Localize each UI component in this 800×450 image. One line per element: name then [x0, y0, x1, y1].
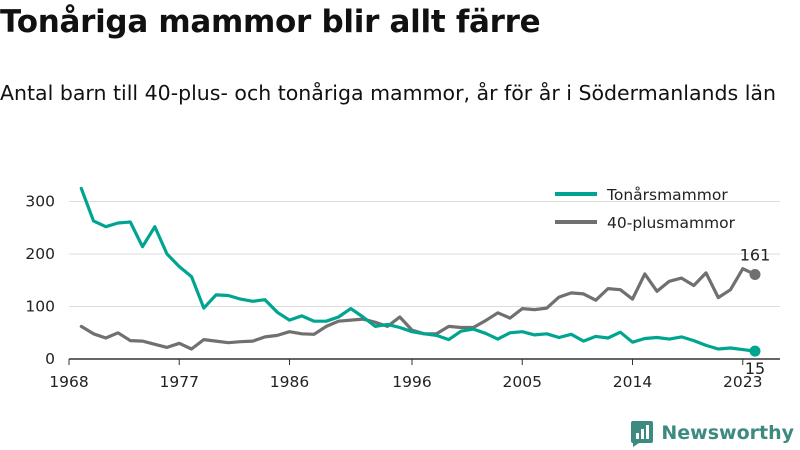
x-tick-label-2005: 2005 — [503, 373, 542, 391]
series-line-tonarsmammor — [79, 186, 757, 353]
legend-label-40-plusmammor: 40-plusmammor — [607, 214, 736, 232]
x-tick-label-1968: 1968 — [49, 373, 88, 391]
x-tick-label-2023: 2023 — [723, 373, 762, 391]
x-axis: 1968 1977 1986 1996 2005 2014 2023 — [49, 358, 780, 391]
y-axis-ticks: 0 100 200 300 — [25, 193, 55, 369]
x-tick-label-1996: 1996 — [392, 373, 431, 391]
y-tick-label-300: 300 — [25, 193, 55, 211]
x-tick-label-1977: 1977 — [160, 373, 199, 391]
y-tick-label-100: 100 — [25, 298, 55, 316]
end-markers: 15 161 — [740, 245, 771, 378]
end-point-tonarsmammor — [749, 345, 761, 357]
series-lines — [79, 186, 757, 353]
end-value-label-tonarsmammor: 15 — [745, 359, 765, 378]
y-tick-label-0: 0 — [45, 350, 55, 368]
end-point-40-plusmammor — [749, 268, 761, 280]
legend: Tonårsmammor 40-plusmammor — [555, 186, 736, 232]
x-tick-label-2014: 2014 — [613, 373, 652, 391]
chart-title: Tonåriga mammor blir allt färre — [0, 4, 541, 40]
y-tick-label-200: 200 — [25, 245, 55, 263]
newsworthy-logo-icon — [631, 421, 654, 447]
newsworthy-brand: Newsworthy — [629, 419, 794, 447]
x-tick-label-1986: 1986 — [270, 373, 309, 391]
brand-name: Newsworthy — [661, 422, 794, 444]
gridlines — [69, 201, 780, 307]
end-value-label-40-plusmammor: 161 — [740, 245, 771, 264]
chart-subtitle: Antal barn till 40-plus- och tonåriga ma… — [0, 81, 776, 105]
legend-label-tonarsmammor: Tonårsmammor — [606, 186, 728, 204]
